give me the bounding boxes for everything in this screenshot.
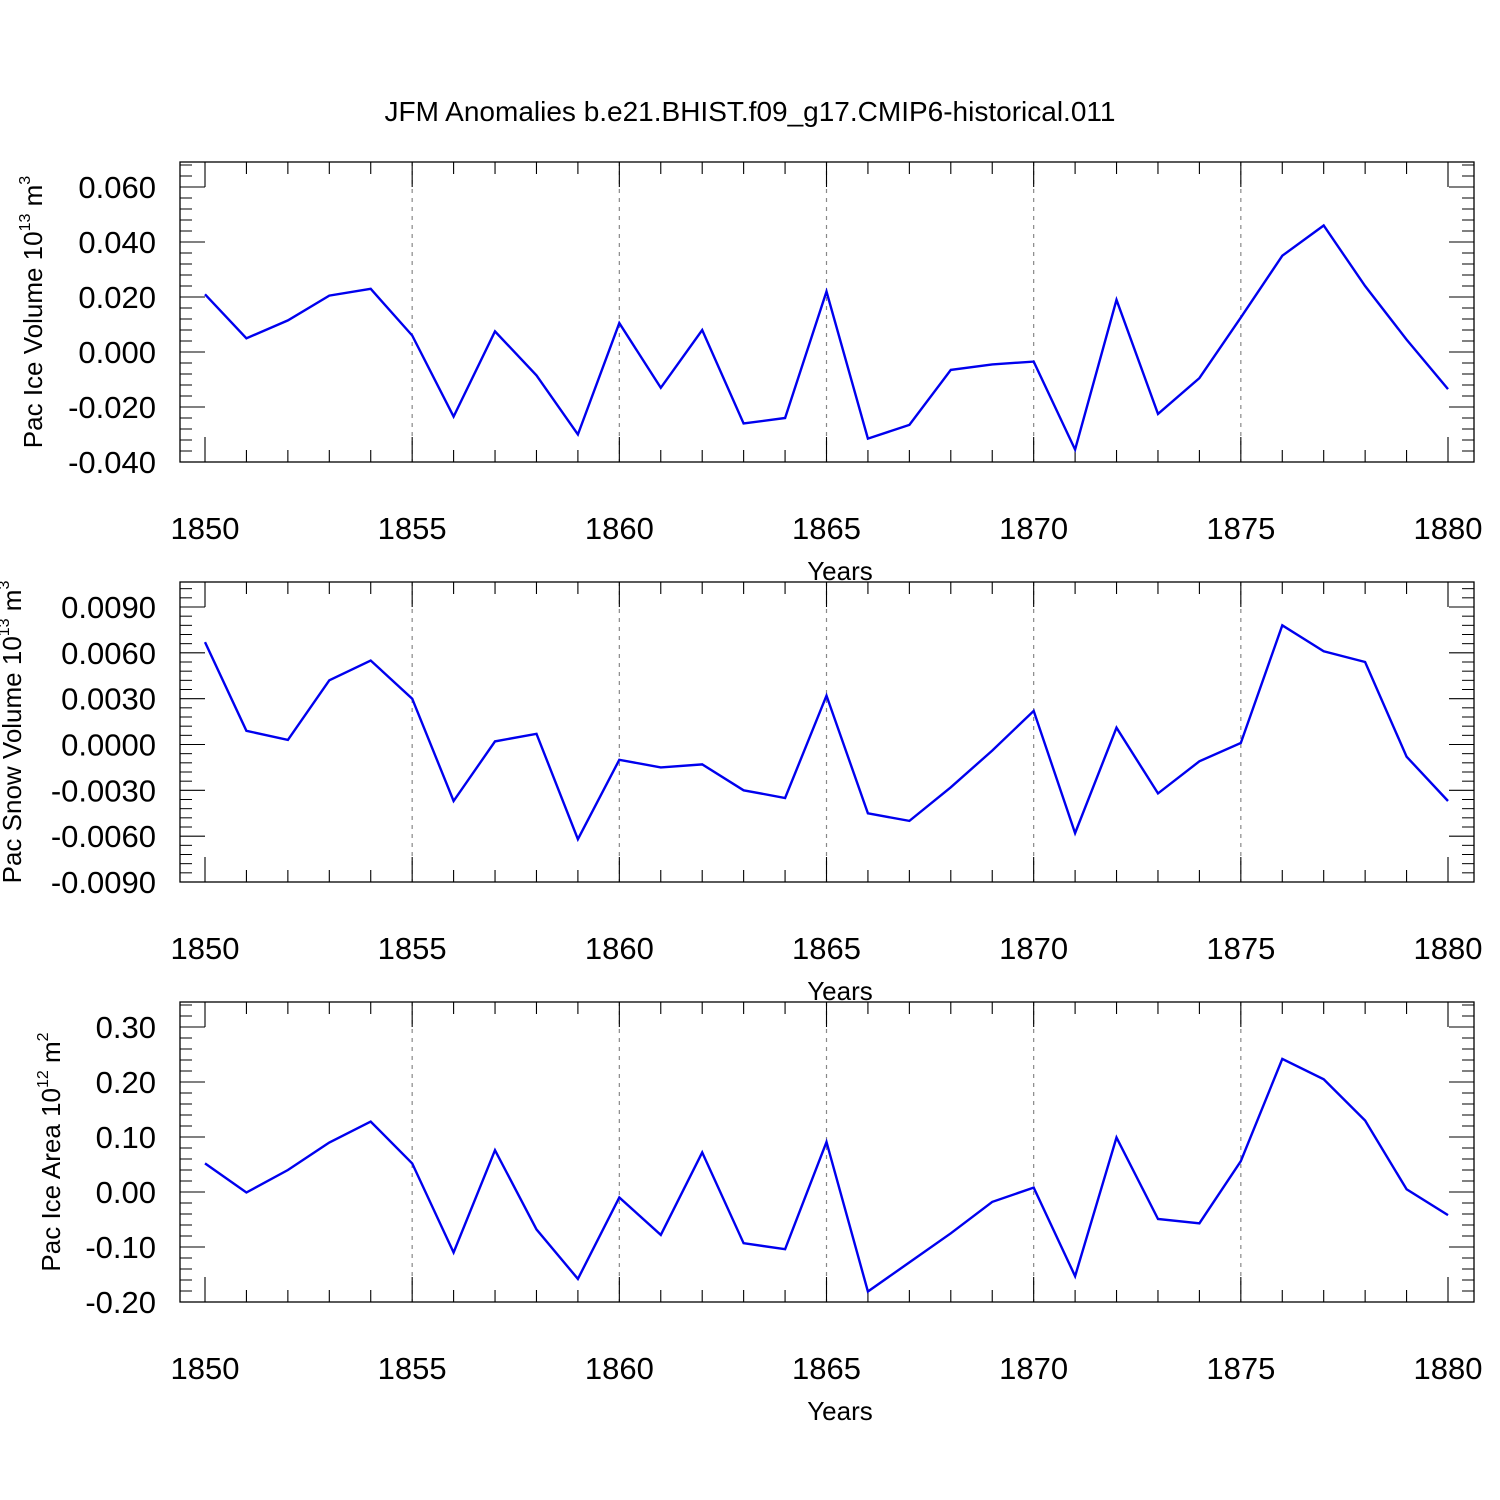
x-tick-label: 1865 <box>792 931 861 966</box>
x-axis-label: Years <box>807 976 873 1006</box>
y-axis-label: Pac Ice Area 1012 m2 <box>35 1032 66 1271</box>
x-tick-label: 1875 <box>1206 1351 1275 1386</box>
x-tick-label: 1865 <box>792 1351 861 1386</box>
y-tick-label: -0.0090 <box>51 865 156 900</box>
x-tick-label: 1860 <box>585 931 654 966</box>
x-tick-label: 1855 <box>378 931 447 966</box>
y-tick-label: 0.040 <box>78 225 156 260</box>
x-tick-label: 1875 <box>1206 511 1275 546</box>
y-tick-label: -0.040 <box>68 445 156 480</box>
snow-volume-series-line <box>203 623 1449 843</box>
y-tick-label: 0.0060 <box>61 636 156 671</box>
y-tick-label: -0.10 <box>85 1230 156 1265</box>
x-tick-label: 1870 <box>999 931 1068 966</box>
x-tick-label: 1855 <box>378 511 447 546</box>
y-axis-label: Pac Snow Volume 1013 m3 <box>0 581 27 884</box>
y-tick-label: -0.0060 <box>51 819 156 854</box>
x-tick-label: 1870 <box>999 1351 1068 1386</box>
ice-volume-panel: -0.040 -0.020 0.000 0.020 0.040 0.060 1850 1855… <box>17 161 1483 586</box>
y-tick-label: 0.0090 <box>61 590 156 625</box>
x-tick-label: 1850 <box>171 511 240 546</box>
y-tick-label: 0.000 <box>78 335 156 370</box>
y-tick-label: 0.0030 <box>61 682 156 717</box>
ice-area-series-line <box>204 1057 1449 1294</box>
y-tick-label: -0.0030 <box>51 773 156 808</box>
x-tick-label: 1880 <box>1414 931 1483 966</box>
y-tick-label: 0.00 <box>96 1175 156 1210</box>
chart-title: JFM Anomalies b.e21.BHIST.f09_g17.CMIP6-… <box>384 96 1116 127</box>
x-axis-label: Years <box>807 1396 873 1426</box>
x-tick-label: 1865 <box>792 511 861 546</box>
x-tick-label: 1860 <box>585 511 654 546</box>
snow-volume-panel: -0.0090 -0.0060 -0.0030 0.0000 0.0030 0.0060 0… <box>0 581 1482 1006</box>
y-tick-label: 0.0000 <box>61 728 156 763</box>
x-tick-label: 1855 <box>378 1351 447 1386</box>
x-tick-label: 1850 <box>171 1351 240 1386</box>
x-tick-label: 1860 <box>585 1351 654 1386</box>
y-tick-label: 0.30 <box>96 1010 156 1045</box>
ice-volume-series-line <box>204 223 1449 454</box>
x-axis-label: Years <box>807 556 873 586</box>
y-tick-label: 0.020 <box>78 280 156 315</box>
x-tick-label: 1880 <box>1414 1351 1483 1386</box>
y-tick-label: 0.10 <box>96 1120 156 1155</box>
ice-area-panel: -0.20 -0.10 0.00 0.10 0.20 0.30 1850 1855 1860 18… <box>35 1001 1483 1426</box>
x-tick-label: 1880 <box>1414 511 1483 546</box>
y-tick-label: -0.020 <box>68 390 156 425</box>
y-tick-label: -0.20 <box>85 1285 156 1320</box>
y-tick-label: 0.20 <box>96 1065 156 1100</box>
x-tick-label: 1875 <box>1206 931 1275 966</box>
y-axis-label: Pac Ice Volume 1013 m3 <box>17 176 48 449</box>
y-tick-label: 0.060 <box>78 170 156 205</box>
x-tick-label: 1870 <box>999 511 1068 546</box>
x-tick-label: 1850 <box>171 931 240 966</box>
